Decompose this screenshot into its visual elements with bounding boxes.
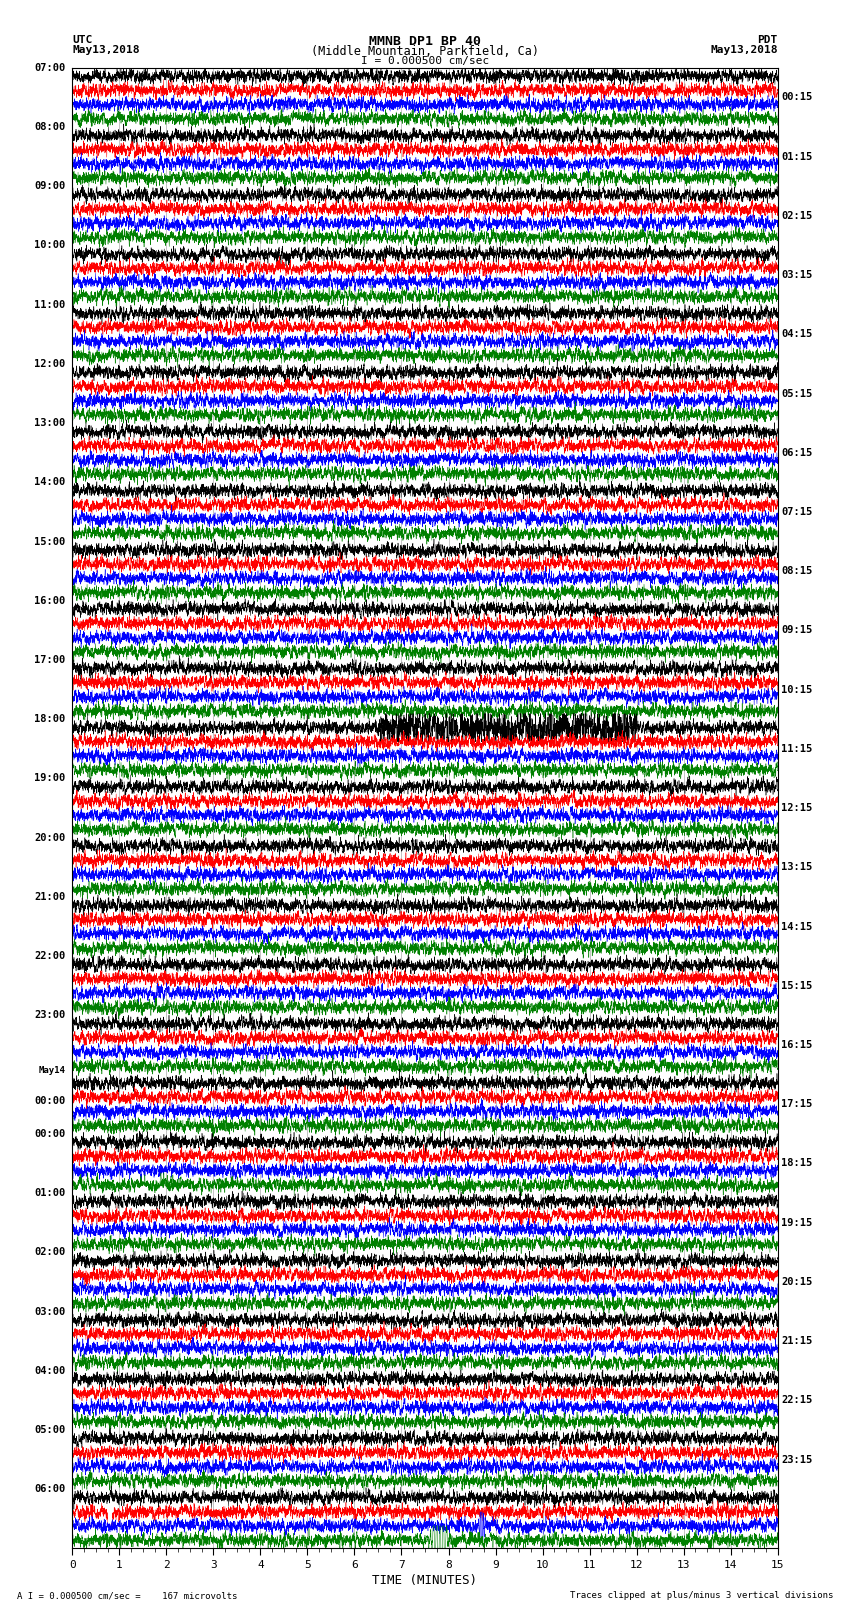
Text: 17:15: 17:15 [781, 1100, 813, 1110]
Text: 16:15: 16:15 [781, 1040, 813, 1050]
Text: (Middle Mountain, Parkfield, Ca): (Middle Mountain, Parkfield, Ca) [311, 45, 539, 58]
Text: 08:15: 08:15 [781, 566, 813, 576]
Text: Traces clipped at plus/minus 3 vertical divisions: Traces clipped at plus/minus 3 vertical … [570, 1590, 833, 1600]
Text: 01:00: 01:00 [34, 1189, 65, 1198]
Text: 06:00: 06:00 [34, 1484, 65, 1494]
Text: 18:00: 18:00 [34, 715, 65, 724]
Text: 02:15: 02:15 [781, 211, 813, 221]
Text: 10:00: 10:00 [34, 240, 65, 250]
Text: May14: May14 [38, 1066, 65, 1074]
Text: 11:00: 11:00 [34, 300, 65, 310]
Text: UTC: UTC [72, 35, 93, 45]
Text: 06:15: 06:15 [781, 448, 813, 458]
Text: 13:15: 13:15 [781, 863, 813, 873]
Text: 00:15: 00:15 [781, 92, 813, 102]
Text: 22:15: 22:15 [781, 1395, 813, 1405]
X-axis label: TIME (MINUTES): TIME (MINUTES) [372, 1574, 478, 1587]
Text: 14:15: 14:15 [781, 921, 813, 932]
Text: 03:00: 03:00 [34, 1307, 65, 1316]
Text: 20:00: 20:00 [34, 832, 65, 842]
Text: 03:15: 03:15 [781, 269, 813, 281]
Text: 17:00: 17:00 [34, 655, 65, 665]
Text: 12:15: 12:15 [781, 803, 813, 813]
Text: MMNB DP1 BP 40: MMNB DP1 BP 40 [369, 35, 481, 48]
Text: 04:15: 04:15 [781, 329, 813, 339]
Text: 15:15: 15:15 [781, 981, 813, 990]
Text: 00:00: 00:00 [34, 1129, 65, 1139]
Text: 21:00: 21:00 [34, 892, 65, 902]
Text: 23:15: 23:15 [781, 1455, 813, 1465]
Text: 11:15: 11:15 [781, 744, 813, 753]
Text: 02:00: 02:00 [34, 1247, 65, 1257]
Text: A I = 0.000500 cm/sec =    167 microvolts: A I = 0.000500 cm/sec = 167 microvolts [17, 1590, 237, 1600]
Text: 07:15: 07:15 [781, 506, 813, 516]
Text: 09:15: 09:15 [781, 626, 813, 636]
Text: 19:00: 19:00 [34, 774, 65, 784]
Text: I = 0.000500 cm/sec: I = 0.000500 cm/sec [361, 56, 489, 66]
Text: 05:15: 05:15 [781, 389, 813, 398]
Text: 20:15: 20:15 [781, 1277, 813, 1287]
Text: 00:00: 00:00 [34, 1097, 65, 1107]
Text: May13,2018: May13,2018 [711, 45, 778, 55]
Text: 10:15: 10:15 [781, 684, 813, 695]
Text: 15:00: 15:00 [34, 537, 65, 547]
Text: 05:00: 05:00 [34, 1424, 65, 1436]
Text: 04:00: 04:00 [34, 1366, 65, 1376]
Text: 12:00: 12:00 [34, 360, 65, 369]
Text: PDT: PDT [757, 35, 778, 45]
Text: 08:00: 08:00 [34, 123, 65, 132]
Text: 01:15: 01:15 [781, 152, 813, 161]
Text: 21:15: 21:15 [781, 1336, 813, 1347]
Text: 14:00: 14:00 [34, 477, 65, 487]
Text: 18:15: 18:15 [781, 1158, 813, 1168]
Text: 13:00: 13:00 [34, 418, 65, 427]
Text: 16:00: 16:00 [34, 595, 65, 606]
Text: 09:00: 09:00 [34, 181, 65, 192]
Text: 07:00: 07:00 [34, 63, 65, 73]
Text: 19:15: 19:15 [781, 1218, 813, 1227]
Text: May13,2018: May13,2018 [72, 45, 139, 55]
Text: 22:00: 22:00 [34, 952, 65, 961]
Text: 23:00: 23:00 [34, 1010, 65, 1021]
